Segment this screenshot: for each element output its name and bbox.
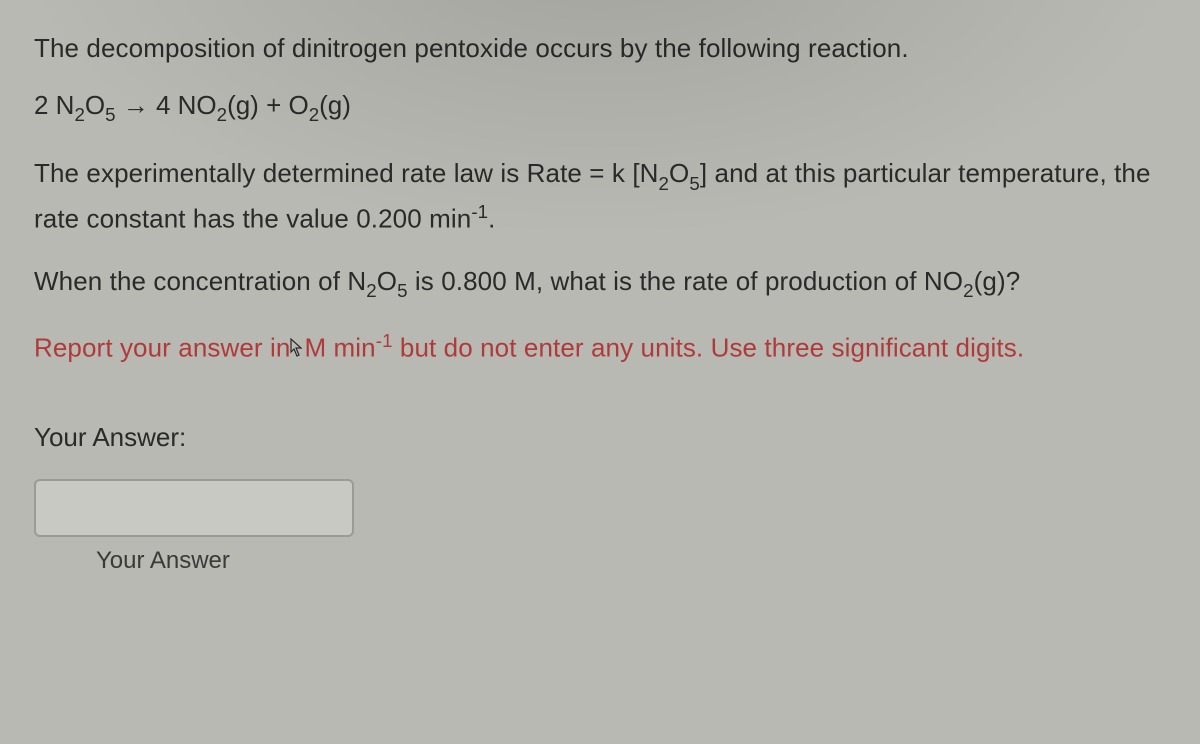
question-part-a: When the concentration of N	[34, 266, 366, 296]
answer-input[interactable]	[36, 481, 352, 535]
question-part-c: (g)?	[974, 266, 1021, 296]
sub-two: 2	[366, 280, 377, 301]
answer-hint: Your Answer	[96, 547, 1166, 575]
sub-two: 2	[659, 173, 670, 194]
intro-text: The decomposition of dinitrogen pentoxid…	[34, 28, 1166, 68]
instruction-text: Report your answer in M min-1 but do not …	[34, 326, 1166, 368]
your-answer-label: Your Answer:	[34, 422, 1166, 453]
ratelaw-part-c: .	[488, 203, 495, 233]
ratelaw-part-a: The experimentally determined rate law i…	[34, 158, 659, 188]
rate-law-text: The experimentally determined rate law i…	[34, 153, 1166, 238]
sub-five: 5	[105, 104, 115, 125]
sub-two: 2	[963, 280, 974, 301]
sup-neg1: -1	[376, 330, 393, 351]
sup-neg1: -1	[471, 201, 488, 222]
question-part-b: is 0.800 M, what is the rate of producti…	[408, 266, 964, 296]
sub-two: 2	[309, 104, 319, 125]
sub-five: 5	[689, 173, 700, 194]
cursor-icon	[290, 329, 304, 349]
sub-five: 5	[397, 280, 408, 301]
sub-two: 2	[74, 104, 84, 125]
instr-part-a: Report your answer in	[34, 332, 290, 362]
question-text: When the concentration of N2O5 is 0.800 …	[34, 261, 1166, 304]
instr-part-b: M min	[304, 332, 375, 362]
reaction-equation: 2 N2O5 → 4 NO2(g) + O2(g)	[34, 90, 1166, 125]
instr-part-c: but do not enter any units. Use three si…	[393, 332, 1025, 362]
sub-two: 2	[217, 104, 227, 125]
answer-input-container	[34, 479, 354, 537]
